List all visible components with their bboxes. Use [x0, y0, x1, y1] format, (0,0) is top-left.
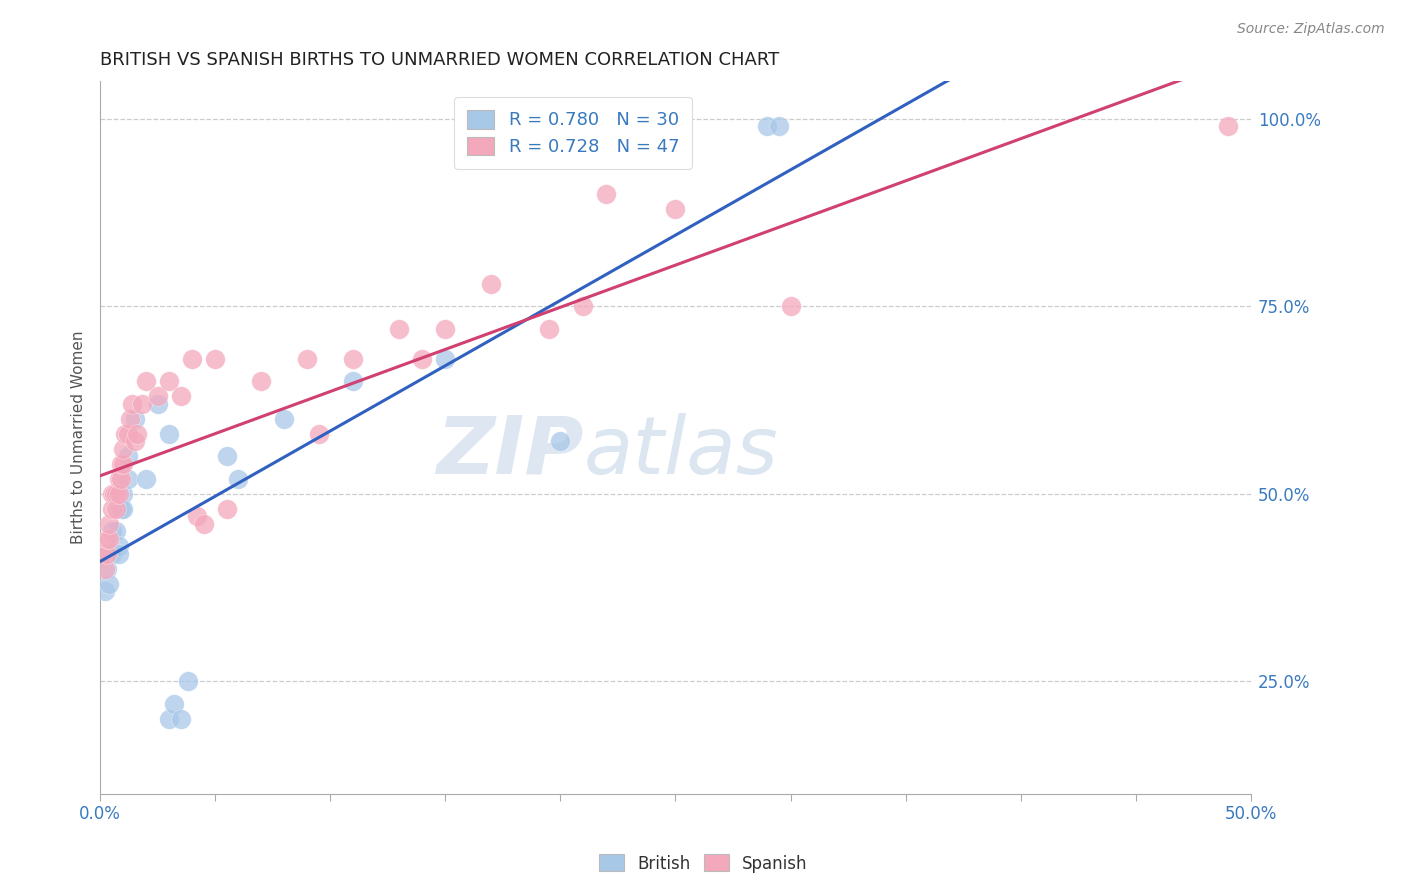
Point [756, 120, 779, 134]
Point [388, 322, 411, 336]
Point [215, 449, 238, 463]
Point [112, 501, 135, 516]
Point [100, 524, 122, 539]
Point [103, 487, 125, 501]
Point [434, 351, 457, 366]
Point [96, 547, 118, 561]
Point [308, 426, 330, 441]
Y-axis label: Births to Unmarried Women: Births to Unmarried Women [72, 331, 86, 544]
Point [107, 472, 129, 486]
Legend: R = 0.780   N = 30, R = 0.728   N = 47: R = 0.780 N = 30, R = 0.728 N = 47 [454, 97, 692, 169]
Point [98, 516, 121, 531]
Point [114, 426, 136, 441]
Point [204, 351, 226, 366]
Point [176, 674, 198, 689]
Point [193, 516, 215, 531]
Point [110, 501, 132, 516]
Point [146, 397, 169, 411]
Point [96, 547, 118, 561]
Point [105, 487, 128, 501]
Text: BRITISH VS SPANISH BIRTHS TO UNMARRIED WOMEN CORRELATION CHART: BRITISH VS SPANISH BIRTHS TO UNMARRIED W… [100, 51, 779, 69]
Point [664, 202, 686, 216]
Point [1216, 120, 1239, 134]
Point [107, 487, 129, 501]
Point [768, 120, 790, 134]
Text: Source: ZipAtlas.com: Source: ZipAtlas.com [1237, 22, 1385, 37]
Point [112, 487, 135, 501]
Point [342, 351, 364, 366]
Point [434, 322, 457, 336]
Point [110, 472, 132, 486]
Point [124, 411, 146, 425]
Point [186, 509, 208, 524]
Point [107, 547, 129, 561]
Point [146, 389, 169, 403]
Point [121, 397, 143, 411]
Point [157, 712, 180, 726]
Point [342, 374, 364, 388]
Point [100, 487, 122, 501]
Point [170, 389, 193, 403]
Point [91, 547, 114, 561]
Point [572, 299, 595, 313]
Point [105, 501, 128, 516]
Point [297, 351, 319, 366]
Point [100, 547, 122, 561]
Point [550, 434, 572, 449]
Point [96, 562, 118, 576]
Text: ZIP: ZIP [436, 413, 583, 491]
Point [250, 374, 273, 388]
Point [93, 584, 115, 599]
Point [117, 472, 139, 486]
Point [98, 532, 121, 546]
Text: atlas: atlas [583, 413, 778, 491]
Point [537, 322, 560, 336]
Point [181, 351, 204, 366]
Point [131, 397, 153, 411]
Legend: British, Spanish: British, Spanish [592, 847, 814, 880]
Point [96, 532, 118, 546]
Point [117, 426, 139, 441]
Point [125, 426, 148, 441]
Point [157, 374, 180, 388]
Point [98, 576, 121, 591]
Point [157, 426, 180, 441]
Point [93, 562, 115, 576]
Point [135, 472, 157, 486]
Point [273, 411, 295, 425]
Point [411, 351, 433, 366]
Point [135, 374, 157, 388]
Point [112, 442, 135, 456]
Point [107, 539, 129, 553]
Point [595, 186, 617, 201]
Point [105, 524, 128, 539]
Point [118, 411, 141, 425]
Point [170, 712, 193, 726]
Point [215, 501, 238, 516]
Point [226, 472, 249, 486]
Point [479, 277, 502, 291]
Point [124, 434, 146, 449]
Point [110, 457, 132, 471]
Point [779, 299, 801, 313]
Point [112, 457, 135, 471]
Point [163, 697, 186, 711]
Point [100, 501, 122, 516]
Point [117, 449, 139, 463]
